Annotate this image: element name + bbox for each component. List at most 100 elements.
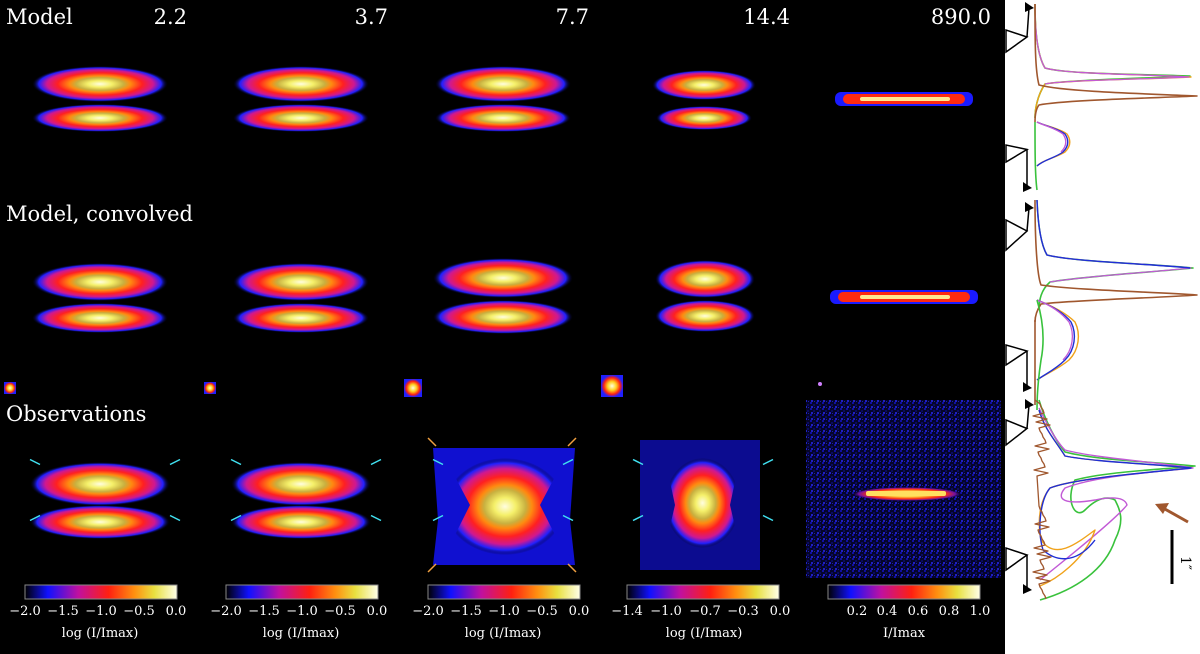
position-angle-tick [432, 458, 444, 466]
position-angle-tick [427, 437, 437, 447]
disk-continuum-peak [866, 491, 946, 496]
position-angle-tick [29, 458, 41, 466]
colorbar-tick: −1.0 [286, 604, 318, 619]
arrowhead [1023, 182, 1032, 192]
profile-curve [1034, 199, 1198, 323]
scale-bar-label: 1″ [1177, 556, 1193, 570]
region-wedge [1005, 218, 1029, 252]
disk-upper-lobe [32, 263, 168, 301]
colorbar-tick: −2.0 [412, 604, 444, 619]
position-angle-tick [432, 514, 444, 522]
colorbar-tick: 0.2 [846, 604, 868, 619]
disk-lower-lobe [656, 106, 752, 130]
colorbar-tick: 0.0 [165, 604, 187, 619]
profile-curve [1034, 3, 1192, 119]
image-grid [4, 66, 1001, 600]
profile-curve [1034, 121, 1038, 191]
colorbar-label: log (I/Imax) [665, 626, 743, 641]
position-angle-tick [169, 514, 181, 522]
colorbar-tick: −2.0 [210, 604, 242, 619]
disk-lower-lobe [233, 104, 369, 132]
profile-curve [1038, 409, 1192, 560]
row-label-observations: Observations [6, 402, 147, 426]
colorbar [427, 584, 581, 600]
disk-lower-lobe [231, 505, 371, 539]
colorbar-tick: −1.5 [47, 604, 79, 619]
profile-curve [1034, 3, 1190, 85]
profile-curve [1036, 299, 1044, 411]
colorbar-tick: 0.0 [568, 604, 590, 619]
arrowhead [1023, 584, 1032, 594]
colorbar-tick: 0.0 [769, 604, 791, 619]
colorbar-tick: 0.8 [938, 604, 960, 619]
disk-lower-lobe [30, 505, 170, 539]
disk-upper-lobe [32, 66, 168, 102]
disk-lower-lobe [32, 303, 168, 333]
disk-upper-lobe [233, 66, 369, 102]
disk-midplane-peak [860, 295, 950, 299]
disk-butterfly [445, 458, 565, 555]
wavelength-label: 3.7 [354, 5, 388, 29]
wavelength-label: 890.0 [930, 5, 991, 29]
disk-lower-lobe [32, 104, 168, 132]
wavelength-label: 2.2 [153, 5, 187, 29]
region-wedge [1005, 344, 1029, 367]
position-angle-tick [169, 458, 181, 466]
disk-lower-lobe [233, 303, 369, 333]
wavelength-label: 14.4 [743, 5, 790, 29]
region-wedge [1005, 28, 1029, 54]
row-label-model-convolved: Model, convolved [6, 202, 193, 226]
region-arrow [1026, 207, 1030, 232]
colorbar-tick: −0.5 [324, 604, 356, 619]
psf-star [818, 382, 822, 386]
colorbar-tick: −1.5 [450, 604, 482, 619]
position-angle-tick [230, 458, 242, 466]
profile-curve [1036, 121, 1067, 153]
position-angle-tick [632, 458, 644, 466]
image-panel: Model Model, convolved Observations 2.2 … [0, 0, 1005, 654]
disk-upper-lobe [435, 66, 571, 102]
row-label-model: Model [6, 5, 73, 29]
position-angle-tick [427, 563, 437, 573]
colorbar-label: log (I/Imax) [61, 626, 139, 641]
disk-lower-lobe [433, 300, 573, 334]
colorbar [827, 584, 981, 600]
colorbar-tick: −0.7 [689, 604, 721, 619]
disk-upper-lobe [652, 70, 756, 100]
colorbar-label: log (I/Imax) [464, 626, 542, 641]
position-angle-tick [567, 563, 577, 573]
psf-star [601, 375, 623, 397]
colorbar [225, 584, 379, 600]
colorbar-tick: −2.0 [9, 604, 41, 619]
region-wedge [1005, 418, 1029, 447]
position-angle-tick [562, 458, 574, 466]
disk-upper-lobe [655, 260, 755, 298]
profile-curve [1032, 399, 1052, 600]
position-angle-tick [762, 458, 774, 466]
profile-curve [1034, 3, 1198, 123]
disk-upper-lobe [231, 462, 371, 506]
arrowhead [1025, 202, 1034, 212]
disk-upper-lobe [433, 258, 573, 298]
colorbar-label: I/Imax [882, 626, 926, 641]
disk-upper-lobe [30, 462, 170, 506]
colorbar-tick: −0.5 [123, 604, 155, 619]
profile-curve [1034, 3, 1191, 119]
disk-midplane-peak [860, 97, 950, 101]
position-angle-tick [29, 514, 41, 522]
position-angle-tick [370, 514, 382, 522]
psf-star [204, 382, 216, 394]
colorbar-tick: 1.0 [969, 604, 991, 619]
profile-curve [1038, 399, 1196, 601]
wavelength-label: 7.7 [555, 5, 589, 29]
region-wedge [1005, 144, 1030, 164]
colorbar-tick: 0.6 [907, 604, 929, 619]
profile-curve [1036, 199, 1191, 269]
position-angle-tick [230, 514, 242, 522]
psf-star [4, 382, 16, 394]
region-arrow [1026, 404, 1030, 429]
psf-star [404, 379, 422, 397]
colorbar [24, 584, 178, 600]
arrow-marker [1162, 506, 1189, 524]
